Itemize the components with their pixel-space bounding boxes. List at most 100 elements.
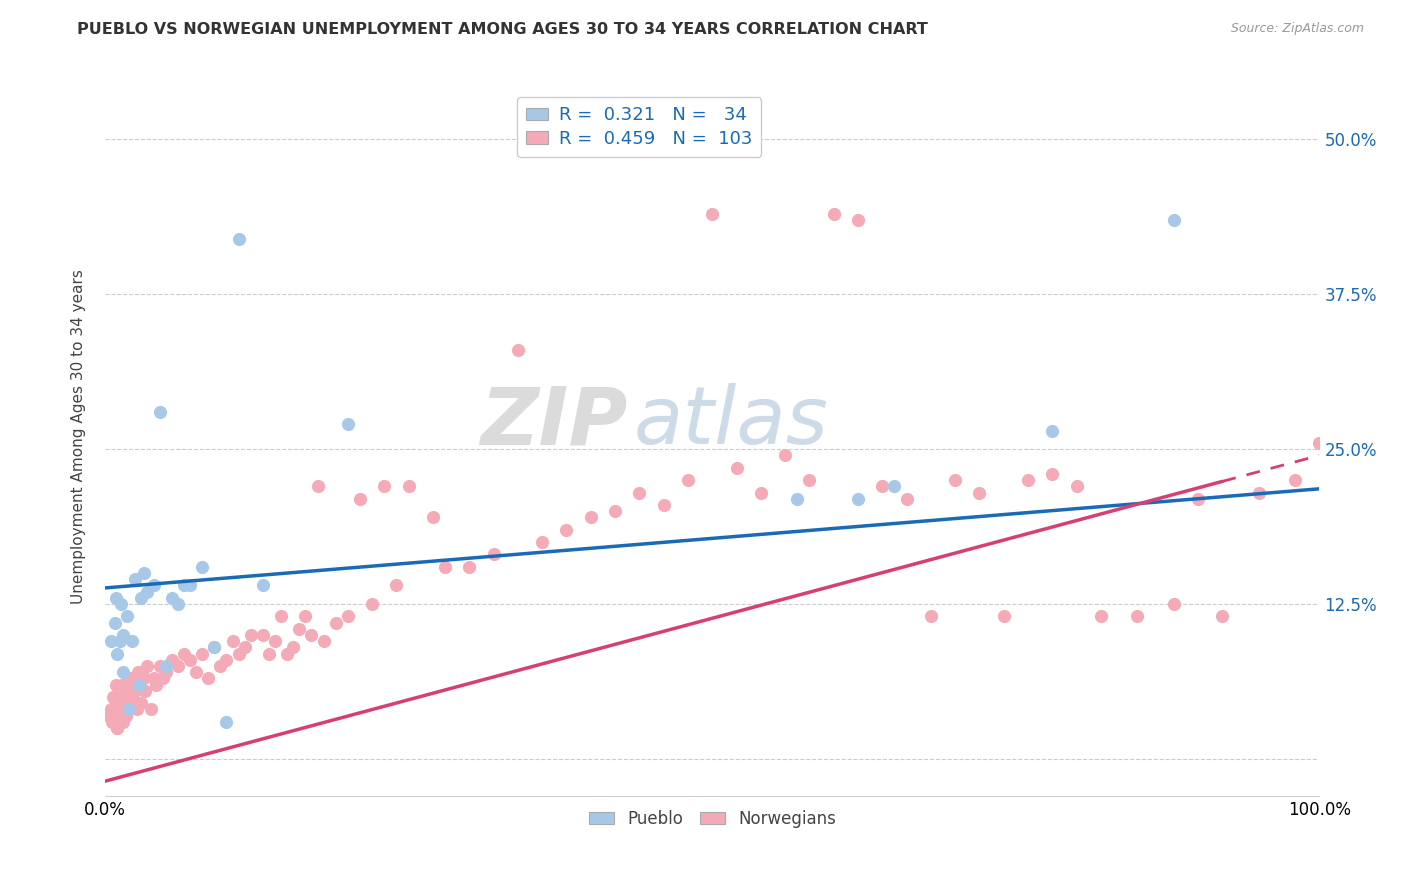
Point — [1040, 424, 1063, 438]
Point — [270, 609, 292, 624]
Point — [307, 479, 329, 493]
Point — [373, 479, 395, 493]
Point — [846, 213, 869, 227]
Point — [239, 628, 262, 642]
Point — [142, 672, 165, 686]
Point — [294, 609, 316, 624]
Point — [105, 721, 128, 735]
Point — [110, 597, 132, 611]
Point — [702, 207, 724, 221]
Point — [105, 696, 128, 710]
Point — [104, 615, 127, 630]
Point — [252, 628, 274, 642]
Point — [579, 510, 602, 524]
Point — [1040, 467, 1063, 481]
Point — [100, 702, 122, 716]
Point — [603, 504, 626, 518]
Point — [134, 683, 156, 698]
Text: ZIP: ZIP — [479, 384, 627, 461]
Point — [943, 473, 966, 487]
Point — [128, 677, 150, 691]
Point — [531, 535, 554, 549]
Point — [920, 609, 942, 624]
Point — [115, 702, 138, 716]
Point — [221, 634, 243, 648]
Point — [110, 690, 132, 704]
Point — [422, 510, 444, 524]
Point — [131, 591, 153, 605]
Point — [97, 708, 120, 723]
Point — [160, 653, 183, 667]
Point — [139, 702, 162, 716]
Point — [458, 559, 481, 574]
Point — [136, 584, 159, 599]
Point — [823, 207, 845, 221]
Point — [120, 672, 142, 686]
Point — [228, 231, 250, 245]
Point — [160, 591, 183, 605]
Point — [336, 417, 359, 432]
Point — [883, 479, 905, 493]
Point — [628, 485, 651, 500]
Point — [128, 677, 150, 691]
Point — [799, 473, 821, 487]
Point — [145, 677, 167, 691]
Point — [1187, 491, 1209, 506]
Point — [202, 640, 225, 655]
Point — [325, 615, 347, 630]
Point — [122, 677, 145, 691]
Point — [112, 696, 135, 710]
Point — [197, 672, 219, 686]
Point — [108, 708, 131, 723]
Point — [132, 566, 155, 580]
Text: PUEBLO VS NORWEGIAN UNEMPLOYMENT AMONG AGES 30 TO 34 YEARS CORRELATION CHART: PUEBLO VS NORWEGIAN UNEMPLOYMENT AMONG A… — [77, 22, 928, 37]
Point — [132, 672, 155, 686]
Point — [114, 708, 136, 723]
Point — [1308, 436, 1330, 450]
Point — [773, 448, 796, 462]
Point — [118, 702, 141, 716]
Point — [1126, 609, 1149, 624]
Text: Source: ZipAtlas.com: Source: ZipAtlas.com — [1230, 22, 1364, 36]
Point — [312, 634, 335, 648]
Point — [105, 721, 128, 735]
Point — [385, 578, 408, 592]
Point — [749, 485, 772, 500]
Point — [179, 578, 201, 592]
Text: atlas: atlas — [633, 384, 828, 461]
Point — [846, 491, 869, 506]
Point — [105, 647, 128, 661]
Point — [191, 559, 214, 574]
Point — [252, 578, 274, 592]
Point — [124, 572, 146, 586]
Point — [108, 634, 131, 648]
Point — [870, 479, 893, 493]
Point — [127, 665, 149, 680]
Point — [125, 702, 148, 716]
Point — [676, 473, 699, 487]
Point — [1017, 473, 1039, 487]
Y-axis label: Unemployment Among Ages 30 to 34 years: Unemployment Among Ages 30 to 34 years — [72, 269, 86, 604]
Point — [233, 640, 256, 655]
Point — [1163, 597, 1185, 611]
Point — [1247, 485, 1270, 500]
Point — [786, 491, 808, 506]
Point — [111, 677, 134, 691]
Point — [112, 628, 135, 642]
Point — [209, 659, 232, 673]
Point — [336, 609, 359, 624]
Point — [121, 690, 143, 704]
Point — [100, 634, 122, 648]
Point — [1284, 473, 1306, 487]
Point — [118, 702, 141, 716]
Point — [993, 609, 1015, 624]
Point — [173, 647, 195, 661]
Point — [215, 653, 238, 667]
Point — [173, 578, 195, 592]
Point — [155, 659, 177, 673]
Point — [104, 702, 127, 716]
Point — [184, 665, 207, 680]
Point — [276, 647, 298, 661]
Point — [115, 609, 138, 624]
Point — [149, 659, 172, 673]
